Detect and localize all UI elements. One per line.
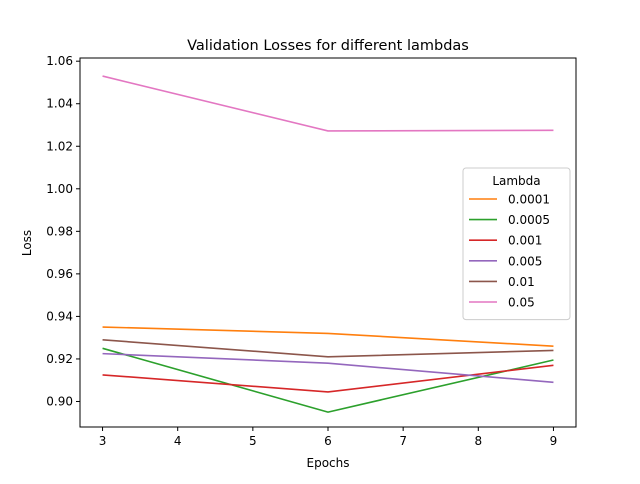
legend-label: 0.001 bbox=[508, 234, 542, 248]
series-line-3 bbox=[102, 352, 554, 384]
chart-title: Validation Losses for different lambdas bbox=[187, 38, 469, 54]
legend: Lambda 0.0001 0.0005 0.001 0.005 0.01 0.05 bbox=[462, 167, 571, 321]
y-tick-label: 0.96 bbox=[46, 267, 73, 281]
x-tick-label: 6 bbox=[324, 434, 332, 448]
y-tick-label: 1.00 bbox=[46, 182, 73, 196]
y-tick-label: 0.94 bbox=[46, 309, 73, 323]
x-tick-label: 7 bbox=[399, 434, 407, 448]
series-line-4 bbox=[102, 339, 554, 358]
x-axis-label: Epochs bbox=[307, 456, 350, 470]
y-tick-label: 0.98 bbox=[46, 224, 73, 238]
series-line-1 bbox=[102, 347, 554, 413]
y-axis-label: Loss bbox=[20, 230, 34, 256]
legend-title: Lambda bbox=[492, 174, 540, 188]
x-tick-label: 5 bbox=[249, 434, 257, 448]
y-tick-label: 1.02 bbox=[46, 139, 73, 153]
y-tick-label: 1.04 bbox=[46, 97, 73, 111]
x-tick-label: 4 bbox=[174, 434, 182, 448]
x-tick-label: 9 bbox=[550, 434, 558, 448]
series-line-5 bbox=[102, 75, 554, 132]
legend-label: 0.01 bbox=[508, 275, 535, 289]
series-lines bbox=[102, 75, 554, 413]
x-tick-label: 8 bbox=[474, 434, 482, 448]
legend-label: 0.0005 bbox=[508, 213, 550, 227]
y-tick-label: 1.06 bbox=[46, 54, 73, 68]
y-tick-label: 0.92 bbox=[46, 352, 73, 366]
y-tick-label: 0.90 bbox=[46, 394, 73, 408]
x-tick-label: 3 bbox=[99, 434, 107, 448]
axes: 3 4 5 6 7 8 9 0.90 0.92 0.94 0.96 0.98 1.00 1.02 1.04 1… bbox=[46, 54, 577, 448]
series-line-2 bbox=[102, 364, 554, 393]
series-line-0 bbox=[102, 326, 554, 347]
legend-label: 0.005 bbox=[508, 254, 542, 268]
legend-label: 0.05 bbox=[508, 296, 535, 310]
legend-label: 0.0001 bbox=[508, 193, 550, 207]
